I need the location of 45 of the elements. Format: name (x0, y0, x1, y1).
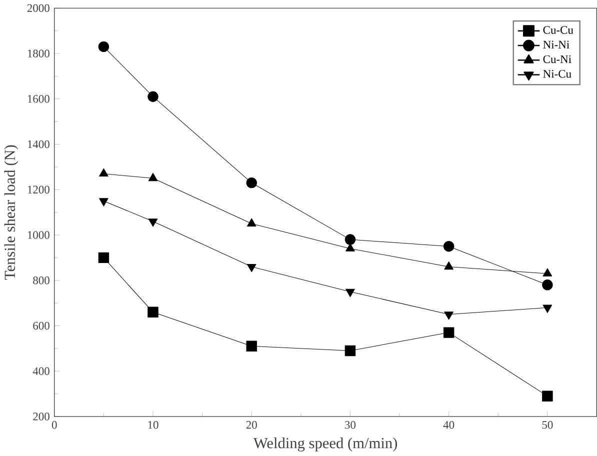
point (246, 218, 256, 227)
y-tick-label: 600 (33, 322, 50, 330)
x-axis-title: Welding speed (m/min) (253, 438, 398, 452)
point (148, 91, 158, 102)
point (443, 327, 454, 338)
point (148, 173, 158, 182)
point (542, 390, 553, 402)
point (344, 345, 356, 356)
point (98, 252, 110, 264)
point (148, 218, 158, 227)
x-tick-label: 0 (52, 421, 57, 429)
point (346, 289, 355, 298)
y-tick-label: 1000 (28, 231, 50, 240)
y-tick-label: 800 (33, 276, 50, 284)
y-tick-label: 1400 (28, 140, 50, 148)
y-tick-label: 400 (32, 367, 50, 376)
legend-label: Cu-Ni (543, 56, 572, 64)
point (444, 312, 454, 320)
y-tick-label: 1800 (28, 50, 50, 58)
point (443, 241, 454, 252)
legend-label: Cu-Cu (543, 26, 574, 34)
y-tick-label: 2000 (27, 4, 50, 12)
y-axis-title: Tensile shear load (N) (4, 145, 18, 280)
legend-label: Ni-Ni (543, 40, 570, 48)
x-tick-label: 20 (246, 421, 257, 429)
point (246, 178, 257, 188)
point (542, 268, 552, 277)
point (542, 304, 552, 314)
x-tick-label: 10 (148, 421, 158, 429)
point (98, 41, 110, 52)
x-tick-label: 50 (542, 421, 553, 429)
point (542, 280, 553, 290)
y-tick-label: 1600 (28, 95, 50, 103)
point (444, 262, 454, 270)
legend-label: Ni-Cu (543, 70, 572, 78)
x-tick-label: 30 (345, 421, 356, 429)
y-tick-label: 200 (33, 412, 50, 421)
point (246, 264, 256, 272)
x-tick-label: 40 (443, 421, 454, 429)
point (344, 234, 356, 246)
point (148, 306, 158, 318)
point (246, 340, 257, 352)
y-tick-label: 1200 (28, 186, 50, 194)
point (99, 198, 108, 206)
point (99, 168, 108, 177)
